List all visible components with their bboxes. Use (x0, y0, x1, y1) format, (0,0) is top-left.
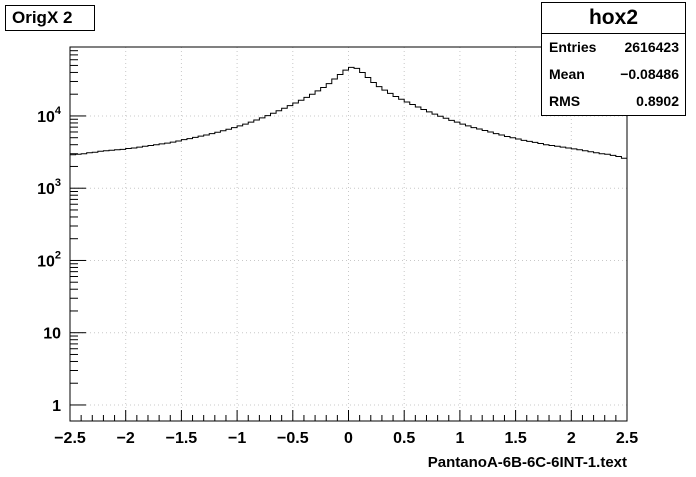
stats-box: hox2 Entries 2616423 Mean −0.08486 RMS 0… (541, 2, 686, 116)
x-axis-label: PantanoA-6B-6C-6INT-1.text (428, 454, 627, 471)
x-tick-label: −0.5 (277, 430, 309, 447)
stats-value: 2616423 (624, 39, 679, 55)
stats-row-mean: Mean −0.08486 (542, 61, 685, 88)
stats-row-rms: RMS 0.8902 (542, 88, 685, 115)
x-tick-label: −1.5 (166, 430, 198, 447)
stats-label: RMS (549, 93, 581, 109)
x-tick-label: −2 (117, 430, 135, 447)
stats-label: Mean (549, 66, 585, 82)
stats-box-name: hox2 (542, 3, 685, 34)
y-tick-label: 103 (37, 177, 61, 198)
histogram-series-line (70, 66, 627, 159)
x-tick-label: 1 (455, 430, 464, 447)
y-tick-label: 10 (43, 326, 61, 343)
y-tick-label: 1 (52, 398, 61, 415)
x-tick-label: −2.5 (54, 430, 86, 447)
y-tick-label: 104 (37, 105, 62, 126)
x-tick-label: 0 (344, 430, 353, 447)
stats-value: 0.8902 (636, 93, 679, 109)
x-tick-label: 2 (567, 430, 576, 447)
stats-label: Entries (549, 39, 597, 55)
x-tick-label: 2.5 (616, 430, 638, 447)
x-tick-label: −1 (228, 430, 246, 447)
x-tick-label: 0.5 (393, 430, 415, 447)
stats-value: −0.08486 (620, 66, 679, 82)
y-tick-label: 102 (37, 249, 61, 270)
x-tick-label: 1.5 (504, 430, 526, 447)
chart-title: OrigX 2 (5, 5, 95, 31)
stats-row-entries: Entries 2616423 (542, 34, 685, 61)
